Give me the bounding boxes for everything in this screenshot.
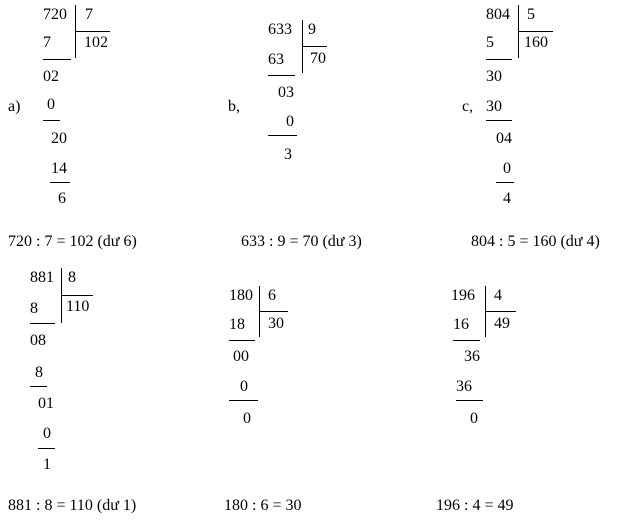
subtrahend: 7 xyxy=(43,34,51,51)
remainder: 01 xyxy=(38,395,54,412)
remainder: 0 xyxy=(470,410,478,427)
subtract-line xyxy=(229,400,258,401)
subtract-line xyxy=(268,135,297,136)
subtrahend: 5 xyxy=(486,34,494,51)
dividend: 633 xyxy=(268,21,292,38)
dividend: 180 xyxy=(229,287,253,304)
subtract-line xyxy=(453,340,480,341)
quotient: 70 xyxy=(310,50,326,67)
remainder: 04 xyxy=(496,130,512,147)
subtract-line xyxy=(30,386,47,387)
part-label: b, xyxy=(228,98,240,115)
remainder: 36 xyxy=(464,348,480,365)
quotient-line xyxy=(75,31,110,32)
subtrahend: 30 xyxy=(486,98,502,115)
divisor: 8 xyxy=(68,269,76,286)
quotient-line xyxy=(302,46,327,47)
divisor: 4 xyxy=(494,287,502,304)
remainder: 20 xyxy=(51,130,67,147)
remainder: 6 xyxy=(58,190,66,207)
remainder: 03 xyxy=(278,84,294,101)
divisor: 9 xyxy=(308,21,316,38)
subtrahend: 0 xyxy=(286,113,294,130)
equation-f: 196 : 4 = 49 xyxy=(436,497,514,514)
quotient: 30 xyxy=(268,315,284,332)
divisor: 6 xyxy=(268,287,276,304)
subtract-line xyxy=(43,120,60,121)
subtrahend: 16 xyxy=(453,316,469,333)
subtract-line xyxy=(30,323,55,324)
subtrahend: 0 xyxy=(503,160,511,177)
equation-b: 633 : 9 = 70 (dư 3) xyxy=(241,233,362,250)
quotient: 102 xyxy=(84,34,108,51)
equation-d: 881 : 8 = 110 (dư 1) xyxy=(8,497,137,514)
quotient-line xyxy=(518,31,553,32)
subtract-line xyxy=(456,400,483,401)
remainder: 30 xyxy=(486,68,502,85)
quotient: 110 xyxy=(66,298,90,315)
remainder: 00 xyxy=(233,348,249,365)
subtrahend: 36 xyxy=(456,378,472,395)
subtrahend: 8 xyxy=(30,300,38,317)
subtract-line xyxy=(50,182,70,183)
equation-a: 720 : 7 = 102 (dư 6) xyxy=(8,233,137,250)
subtrahend: 0 xyxy=(240,378,248,395)
remainder: 3 xyxy=(284,146,292,163)
remainder: 02 xyxy=(43,68,59,85)
subtract-line xyxy=(496,182,514,183)
divisor: 7 xyxy=(85,6,93,23)
subtract-line xyxy=(486,59,512,60)
subtrahend: 14 xyxy=(51,160,67,177)
dividend: 720 xyxy=(43,6,67,23)
subtract-line xyxy=(486,120,512,121)
quotient-line xyxy=(485,311,516,312)
subtrahend: 0 xyxy=(47,96,55,113)
part-label: a) xyxy=(8,98,21,115)
dividend: 804 xyxy=(486,6,510,23)
remainder: 0 xyxy=(243,410,251,427)
remainder: 08 xyxy=(30,332,46,349)
dividend: 881 xyxy=(30,269,54,286)
subtract-line xyxy=(43,59,71,60)
part-label: c, xyxy=(462,98,474,115)
subtract-line xyxy=(38,448,55,449)
equation-e: 180 : 6 = 30 xyxy=(224,497,302,514)
dividend: 196 xyxy=(451,287,475,304)
quotient: 160 xyxy=(524,34,548,51)
quotient-line xyxy=(61,295,93,296)
equation-c: 804 : 5 = 160 (dư 4) xyxy=(471,233,600,250)
quotient: 49 xyxy=(494,315,510,332)
remainder: 1 xyxy=(43,456,51,473)
remainder: 4 xyxy=(503,190,511,207)
subtrahend: 8 xyxy=(35,364,43,381)
subtrahend: 0 xyxy=(43,425,51,442)
quotient-line xyxy=(259,311,288,312)
subtract-line xyxy=(229,340,255,341)
subtrahend: 63 xyxy=(268,51,284,68)
subtrahend: 18 xyxy=(229,316,245,333)
subtract-line xyxy=(268,75,295,76)
divisor: 5 xyxy=(527,6,535,23)
